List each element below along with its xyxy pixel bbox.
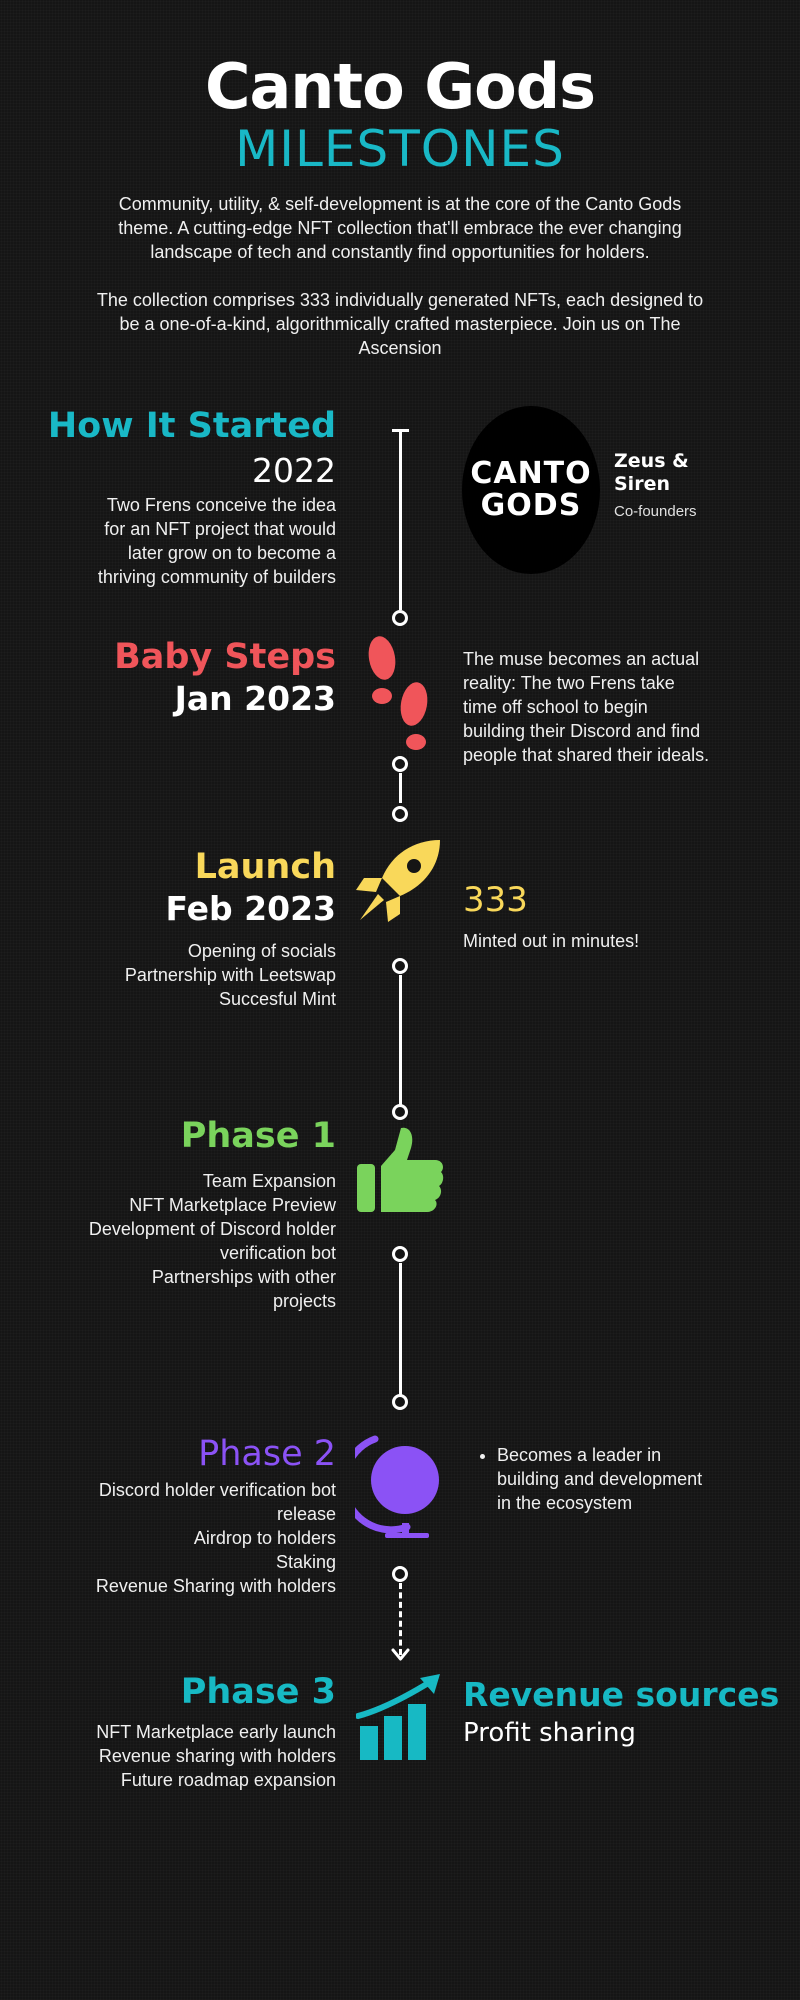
rocket-icon	[356, 840, 440, 922]
milestone-date: 2022	[252, 451, 336, 490]
launch-stat-caption: Minted out in minutes!	[463, 931, 640, 951]
growth-chart-icon	[356, 1674, 440, 1760]
footprints-icon	[368, 636, 428, 750]
baby-steps-side-text: The muse becomes an actual reality: The …	[463, 649, 710, 765]
canto-gods-logo: CANTO GODS	[462, 406, 600, 574]
founders-role: Co-founders	[614, 503, 697, 520]
milestone-heading-baby-steps: Baby Steps	[114, 637, 336, 677]
milestone-description: Discord holder verification bot release …	[95, 1480, 336, 1596]
timeline-line	[399, 773, 402, 803]
page-title: Canto Gods	[204, 50, 596, 123]
intro-paragraph-2: The collection comprises 333 individuall…	[96, 290, 704, 358]
timeline-dashed-line	[399, 1583, 402, 1655]
milestone-description: Two Frens conceive the idea for an NFT p…	[97, 495, 336, 587]
globe-icon	[355, 1435, 439, 1538]
milestone-date: Jan 2023	[174, 679, 336, 718]
timeline-node	[392, 1566, 408, 1582]
timeline-node	[392, 958, 408, 974]
milestone-heading-phase-3: Phase 3	[180, 1672, 336, 1712]
milestone-heading-phase-2: Phase 2	[198, 1434, 336, 1474]
milestone-date: Feb 2023	[165, 889, 336, 928]
milestone-description: Team Expansion NFT Marketplace Preview D…	[88, 1171, 336, 1311]
timeline-node	[392, 1246, 408, 1262]
revenue-sources-subtitle: Profit sharing	[463, 1718, 636, 1748]
timeline-node	[392, 610, 408, 626]
milestone-description: Opening of socials Partnership with Leet…	[124, 941, 336, 1009]
milestone-heading-launch: Launch	[194, 847, 336, 887]
thumbs-up-icon	[357, 1127, 444, 1212]
timeline-line	[399, 429, 402, 610]
timeline-node	[392, 806, 408, 822]
milestone-heading-phase-1: Phase 1	[180, 1116, 336, 1156]
revenue-sources-title: Revenue sources	[463, 1675, 780, 1714]
timeline-line	[399, 1263, 402, 1399]
milestone-heading-how-it-started: How It Started	[47, 406, 336, 446]
milestone-description: NFT Marketplace early launch Revenue sha…	[96, 1722, 336, 1790]
intro-paragraph-1: Community, utility, & self-development i…	[118, 194, 682, 262]
launch-stat: 333	[463, 880, 528, 920]
timeline-node	[392, 1104, 408, 1120]
arrow-down-icon	[391, 1648, 410, 1661]
timeline-node	[392, 756, 408, 772]
founders-names: Zeus & Siren	[614, 450, 689, 495]
page-subtitle: MILESTONES	[235, 120, 565, 178]
timeline-line	[399, 975, 402, 1110]
timeline-node	[392, 1394, 408, 1410]
